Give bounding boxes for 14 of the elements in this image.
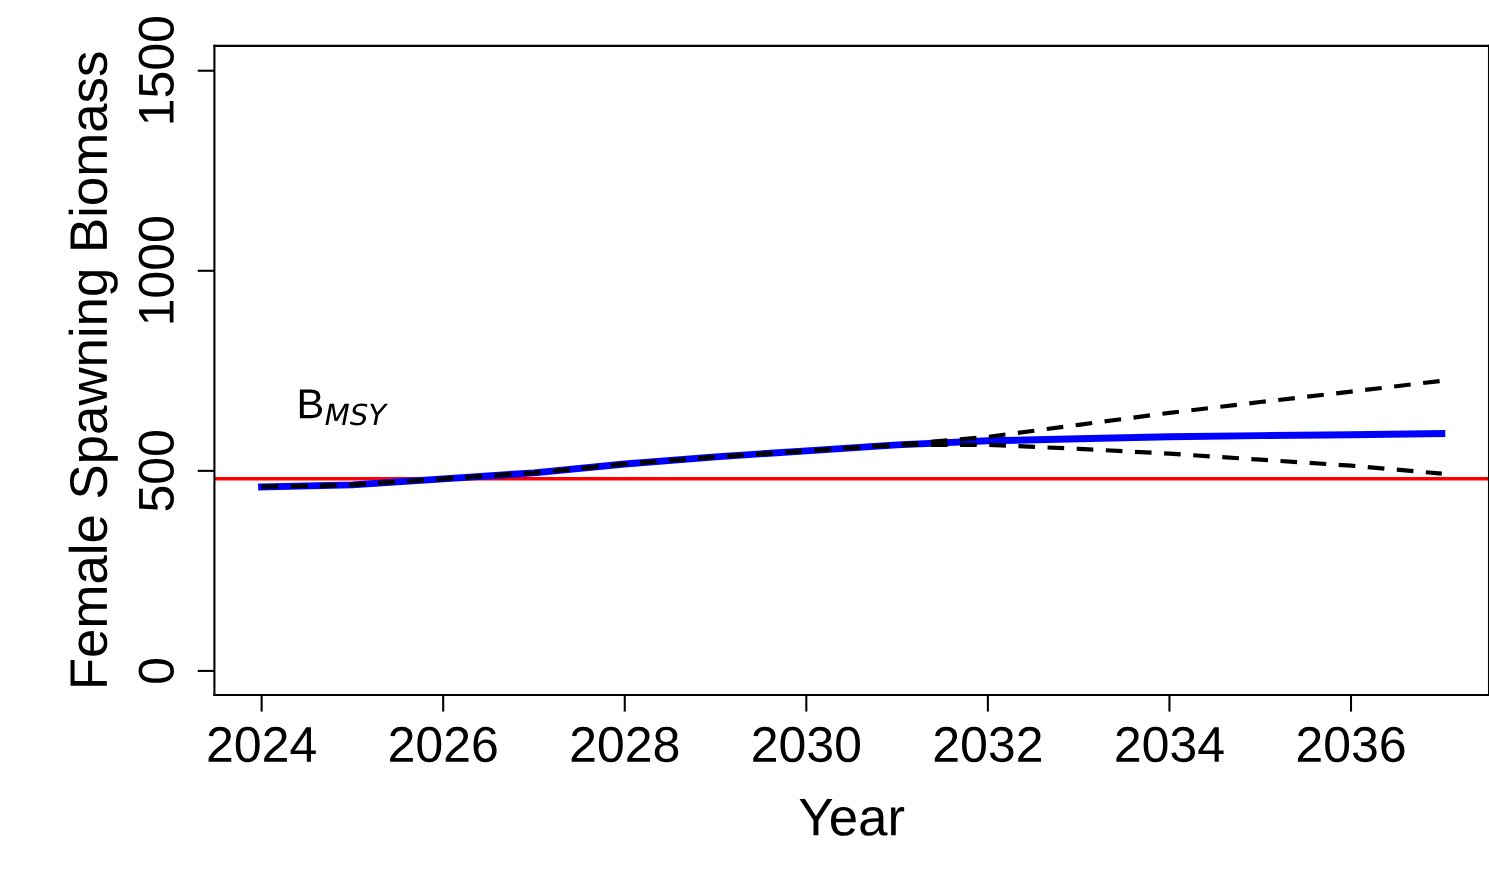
x-tick-label: 2032 bbox=[934, 726, 1041, 763]
x-tick-label: 2036 bbox=[1297, 726, 1405, 763]
x-tick-label: 2026 bbox=[390, 726, 497, 763]
x-tick-label: 2030 bbox=[753, 726, 860, 763]
y-tick-label: 0 bbox=[138, 658, 174, 683]
x-axis-title: Year bbox=[799, 799, 905, 836]
ref-line-label: B$_{MSY}$ bbox=[299, 389, 389, 426]
y-axis-title: Female Spawning Biomass bbox=[68, 52, 118, 686]
x-tick-label: 2024 bbox=[208, 726, 316, 763]
y-tick-label: 500 bbox=[138, 431, 174, 511]
x-tick-label: 2034 bbox=[1116, 726, 1224, 763]
y-tick-label: 1000 bbox=[138, 217, 174, 323]
x-tick-label: 2028 bbox=[571, 726, 679, 763]
y-tick-label: 1500 bbox=[138, 17, 174, 123]
